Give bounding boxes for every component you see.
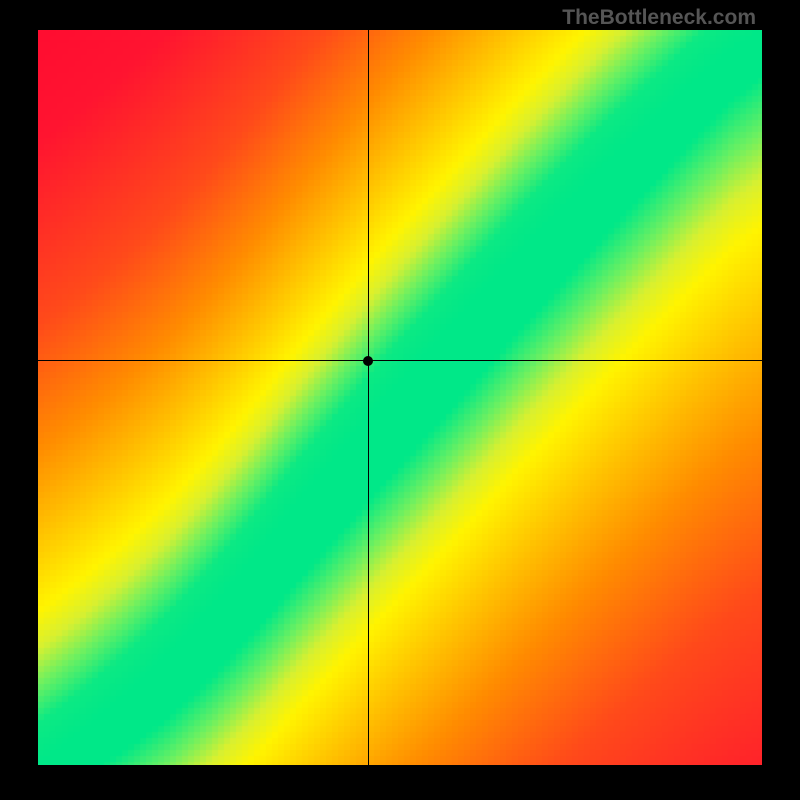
crosshair-marker	[363, 356, 373, 366]
crosshair-horizontal	[38, 360, 762, 361]
bottleneck-heatmap-canvas	[38, 30, 762, 765]
crosshair-vertical	[368, 30, 369, 765]
watermark-text: TheBottleneck.com	[562, 6, 756, 30]
